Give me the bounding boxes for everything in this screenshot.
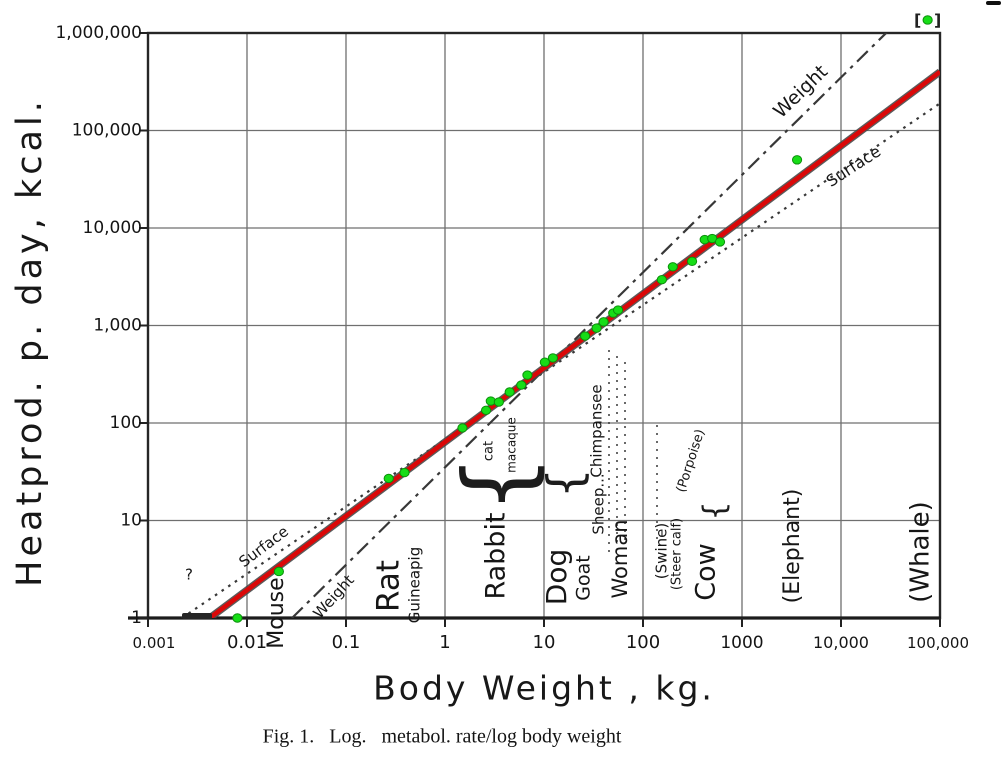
animal-label-goat: Goat <box>573 555 595 600</box>
y-tick-label: 100 <box>110 413 142 433</box>
scan-artifact <box>182 613 212 619</box>
y-tick-label: 10 <box>120 511 142 531</box>
animal-label-dog: Dog <box>540 549 573 605</box>
data-point-mouse <box>273 566 284 577</box>
y-tick-label: 1,000 <box>93 316 142 336</box>
animal-label--whale-: (Whale) <box>906 501 936 603</box>
x-tick-label: 0.01 <box>227 632 267 653</box>
line-label-weight: Weight <box>769 61 832 123</box>
animal-label-cat: cat <box>482 441 497 461</box>
animal-label-cow: Cow <box>691 543 722 600</box>
x-tick-label: 0.001 <box>133 634 176 652</box>
annotation-brace: { <box>698 501 733 520</box>
animal-label--steer-calf-: (Steer calf) <box>670 518 685 590</box>
figure-caption: Fig. 1. Log. metabol. rate/log body weig… <box>262 725 622 748</box>
animal-label-mouse: Mouse <box>264 577 289 648</box>
animal-label--elephant-: (Elephant) <box>780 489 805 604</box>
data-point-woman <box>598 317 609 327</box>
whale-bracket-right: ] <box>934 10 941 29</box>
y-tick-label: 10,000 <box>83 218 142 238</box>
line-label-: ? <box>185 566 193 584</box>
whale-bracket-left: [ <box>914 10 921 29</box>
data-point-mouse <box>232 613 243 623</box>
data-point-elephant <box>791 155 803 165</box>
data-point-macaque <box>504 387 515 397</box>
x-tick-label: 0.1 <box>332 632 361 653</box>
y-tick-label: 1 <box>131 608 142 628</box>
x-axis-title: Body Weight , kg. <box>373 668 715 708</box>
scan-artifact <box>986 1 1001 5</box>
data-point-rabbit <box>480 405 492 415</box>
data-point-steer-calf <box>686 256 698 267</box>
animal-label-macaque: macaque <box>505 417 519 473</box>
metabolic-fit-line <box>208 69 940 618</box>
y-tick-label: 100,000 <box>72 121 142 141</box>
x-tick-label: 10,000 <box>813 633 869 652</box>
data-point-dog <box>522 370 533 380</box>
data-point-chimpansee <box>579 331 591 341</box>
data-point-cat <box>493 397 504 407</box>
annotation-brace: { <box>443 455 551 514</box>
data-point-swine <box>656 274 667 285</box>
x-tick-label: 100,000 <box>907 634 969 652</box>
x-tick-label: 100 <box>626 632 660 653</box>
data-point-goat <box>612 305 624 315</box>
animal-label-woman: Woman <box>608 519 632 598</box>
surface-law-line <box>181 102 940 618</box>
data-point-whale <box>922 15 933 25</box>
animal-label-rat: Rat <box>371 560 407 612</box>
data-point-porpoise <box>667 262 678 272</box>
data-point-dog <box>547 353 559 363</box>
line-label-weight: Weight <box>309 571 357 622</box>
x-tick-label: 10 <box>533 632 556 653</box>
x-tick-label: 1 <box>439 632 450 653</box>
animal-label--swine-: (Swine) <box>653 523 671 579</box>
annotation-brace: { <box>538 468 593 498</box>
data-point-woman <box>591 323 602 333</box>
data-point-rat <box>383 473 394 484</box>
y-tick-label: 1,000,000 <box>55 23 142 43</box>
data-point-dog <box>539 357 550 367</box>
data-point-guineapig <box>399 467 410 478</box>
animal-label-sheep-: Sheep... <box>590 473 608 534</box>
data-point-cow <box>714 237 726 247</box>
animal-label-chimpansee: Chimpansee <box>588 384 606 477</box>
data-point-macaque <box>516 380 527 390</box>
animal-label-guineapig: Guineapig <box>406 547 424 623</box>
animal-label-rabbit: Rabbit <box>481 512 512 599</box>
x-tick-label: 1000 <box>720 633 763 653</box>
data-point-rabbit <box>457 423 468 433</box>
animal-label--porpoise-: (Porpoise) <box>674 428 708 495</box>
